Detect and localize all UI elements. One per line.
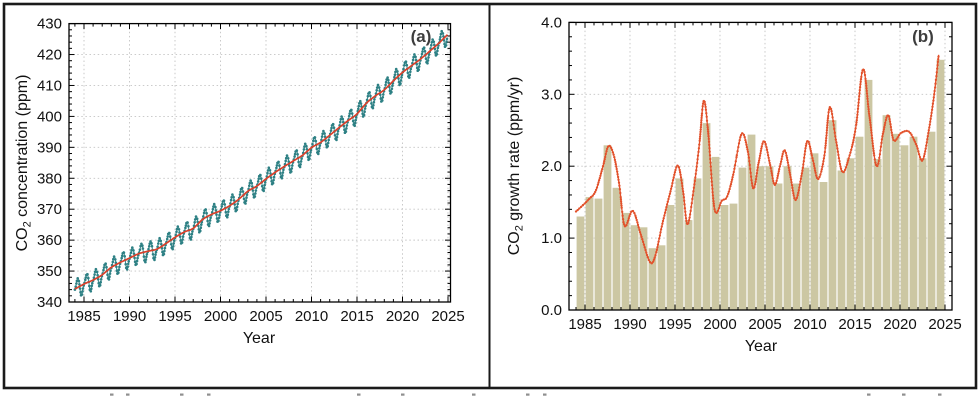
y-tick-label: 2.0 [541, 158, 562, 175]
y-tick-label: 400 [37, 108, 62, 125]
growth-rate-bar [693, 178, 702, 310]
growth-rate-bar [810, 153, 819, 310]
x-tick-label: 2020 [883, 316, 916, 333]
x-tick-label: 1990 [613, 316, 646, 333]
panel-label-a: (a) [411, 27, 432, 46]
x-tick-label: 1985 [67, 308, 100, 325]
growth-rate-bar [594, 198, 603, 310]
x-tick-label: 2000 [703, 316, 736, 333]
growth-rate-bar [675, 178, 684, 310]
growth-rate-bar [855, 136, 864, 310]
growth-rate-bar [657, 245, 666, 310]
y-tick-label: 420 [37, 47, 62, 64]
y-tick-label: 390 [37, 139, 62, 156]
growth-rate-bar [756, 166, 765, 310]
x-tick-label: 2025 [928, 316, 961, 333]
growth-rate-bar [747, 134, 756, 310]
growth-rate-bar [648, 248, 657, 310]
y-tick-label: 410 [37, 77, 62, 94]
growth-rate-bar [909, 136, 918, 310]
x-tick-label: 2005 [249, 308, 282, 325]
y-tick-label: 4.0 [541, 14, 562, 31]
growth-rate-bar [891, 133, 900, 310]
y-tick-label: 380 [37, 170, 62, 187]
x-tick-label: 1985 [568, 316, 601, 333]
growth-rate-bar [927, 131, 936, 310]
growth-rate-bar [864, 79, 873, 311]
y-tick-label: 350 [37, 263, 62, 280]
x-axis-label-b: Year [745, 338, 778, 355]
growth-rate-bar [576, 216, 585, 310]
growth-rate-bar [765, 166, 774, 310]
growth-rate-bar [882, 115, 891, 310]
growth-rate-bar [918, 158, 927, 310]
growth-rate-bar [828, 120, 837, 310]
growth-rate-bar [846, 158, 855, 310]
growth-rate-bar [621, 212, 630, 310]
panel-b-co2-growth-rate-chart: 1985 1990 1995 2000 2005 2010 2015 2020 2025 0.0… [506, 14, 962, 355]
growth-rate-bar [702, 123, 711, 310]
x-tick-label: 2010 [295, 308, 328, 325]
growth-rate-bar [711, 156, 720, 310]
growth-rate-bar [585, 197, 594, 310]
plot-frame-a [68, 22, 452, 303]
x-tick-label: 2015 [340, 308, 373, 325]
growth-rate-bar [612, 187, 621, 310]
growth-rate-bar [729, 203, 738, 310]
growth-rate-bar [684, 220, 693, 310]
y-tick-label: 3.0 [541, 86, 562, 103]
x-tick-label: 2010 [793, 316, 826, 333]
x-axis-label-a: Year [243, 330, 276, 347]
growth-rate-bar [936, 59, 945, 310]
growth-rate-bar [900, 145, 909, 310]
y-tick-label: 1.0 [541, 230, 562, 247]
growth-rate-bar [783, 166, 792, 310]
y-tick-label: 340 [37, 294, 62, 311]
y-tick-label: 0.0 [541, 302, 562, 319]
growth-rate-bar [819, 182, 828, 310]
growth-rate-bar [630, 225, 639, 310]
y-tick-label: 370 [37, 201, 62, 218]
x-tick-label: 1995 [658, 316, 691, 333]
y-axis-label-a: CO2 concentration (ppm) [14, 75, 34, 252]
growth-rate-bar [801, 167, 810, 310]
panel-a-co2-concentration-chart: 1985 1990 1995 2000 2005 2010 2015 2020 2025 340… [14, 16, 465, 347]
panel-label-b: (b) [912, 27, 934, 46]
cropped-caption [110, 393, 942, 396]
growth-rate-bar [738, 167, 747, 310]
growth-rate-bar [837, 170, 846, 310]
growth-rate-bar [774, 183, 783, 310]
x-tick-label: 2005 [748, 316, 781, 333]
growth-rate-bar [873, 159, 882, 310]
x-tick-label: 2025 [431, 308, 464, 325]
growth-rate-bar [792, 183, 801, 310]
x-tick-label: 1990 [113, 308, 146, 325]
y-tick-label: 430 [37, 16, 62, 33]
x-tick-label: 2000 [204, 308, 237, 325]
growth-rate-bar [666, 205, 675, 310]
growth-rate-bar [720, 205, 729, 310]
x-tick-label: 1995 [158, 308, 191, 325]
y-axis-label-b: CO2 growth rate (ppm/yr) [506, 77, 526, 256]
x-tick-label: 2015 [838, 316, 871, 333]
growth-rate-bar [639, 227, 648, 310]
x-tick-label: 2020 [386, 308, 419, 325]
y-tick-label: 360 [37, 232, 62, 249]
growth-rate-bar [603, 145, 612, 310]
